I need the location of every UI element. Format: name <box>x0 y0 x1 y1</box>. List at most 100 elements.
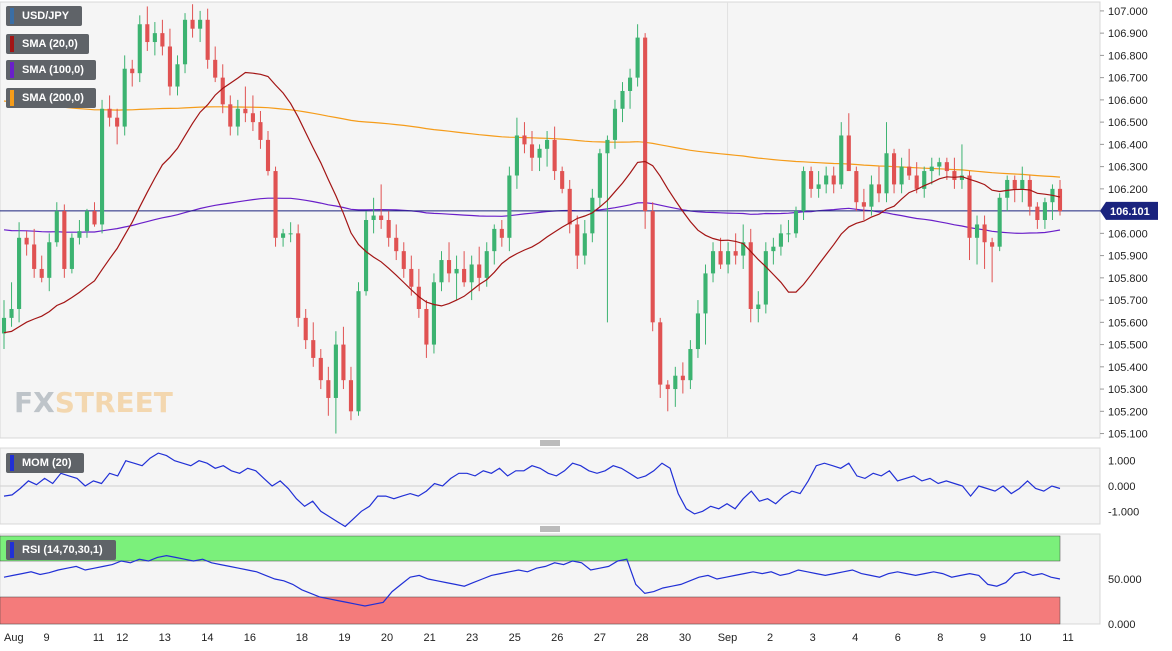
price-tick-label: 106.900 <box>1108 28 1148 40</box>
candle-body <box>499 228 504 238</box>
candle-body <box>213 59 218 78</box>
x-tick-label: 19 <box>338 632 350 644</box>
candle-body <box>718 251 723 265</box>
sma-200-label: SMA (200,0) <box>22 92 84 104</box>
current-price-label: 106.101 <box>1110 206 1150 218</box>
price-tick-label: 105.800 <box>1108 273 1148 285</box>
price-tick-label: 105.600 <box>1108 317 1148 329</box>
candle-body <box>891 153 897 185</box>
sma-200-swatch <box>10 90 14 106</box>
candle-body <box>997 197 1002 247</box>
x-tick-label: 14 <box>201 632 213 644</box>
candle-body <box>665 384 670 390</box>
price-panel <box>0 1 1101 439</box>
candle-body <box>107 108 112 118</box>
candle-body <box>899 166 904 185</box>
candle-body <box>281 233 286 238</box>
candle-body <box>182 19 188 65</box>
candle-body <box>175 64 180 87</box>
candle-body <box>801 171 806 212</box>
candle-body <box>914 175 919 189</box>
watermark-logo: FXSTREET <box>14 386 173 419</box>
candle-body <box>582 233 587 256</box>
candle-body <box>99 108 105 225</box>
candle-body <box>333 344 338 398</box>
candle-body <box>401 251 406 269</box>
candle-body <box>1057 188 1063 212</box>
rsi-overbought-zone <box>0 535 1061 562</box>
candle-body <box>190 19 195 29</box>
mom-tick-label: 1.000 <box>1108 456 1136 468</box>
candle-body <box>763 251 768 305</box>
candle-body <box>786 233 791 235</box>
candle-body <box>145 24 150 43</box>
candle-body <box>741 242 746 256</box>
candle-body <box>726 251 731 265</box>
candle-body <box>929 166 934 172</box>
sma-20-label: SMA (20,0) <box>22 38 78 50</box>
x-tick-label: 8 <box>937 632 943 644</box>
candle-body <box>235 108 240 127</box>
rsi-tick-label: 0.000 <box>1108 619 1136 631</box>
price-tick-label: 105.100 <box>1108 429 1148 441</box>
price-tick-label: 106.800 <box>1108 50 1148 62</box>
candle-body <box>17 237 22 309</box>
candle-body <box>688 349 693 381</box>
candle-body <box>379 215 384 220</box>
candle-body <box>1035 206 1040 220</box>
candle-body <box>771 246 776 252</box>
candle-body <box>545 139 550 149</box>
price-tick-label: 105.300 <box>1108 384 1148 396</box>
candle-body <box>658 322 663 385</box>
sma-100-legend: SMA (100,0) <box>6 60 96 80</box>
x-tick-label: Aug <box>4 632 24 644</box>
rsi-oversold-zone <box>0 596 1061 625</box>
sma-100-swatch <box>10 62 14 78</box>
candle-body <box>122 68 127 127</box>
candle-body <box>974 224 980 238</box>
candle-body <box>431 282 437 345</box>
x-tick-label: 11 <box>93 632 104 644</box>
candle-body <box>959 175 965 180</box>
candle-body <box>152 33 157 43</box>
candle-body <box>567 188 572 225</box>
candle-body <box>416 286 421 309</box>
price-tick-label: 106.000 <box>1108 228 1148 240</box>
candle-body <box>115 117 120 127</box>
candle-body <box>386 220 391 238</box>
candle-body <box>24 237 29 245</box>
candle-body <box>1012 179 1017 189</box>
x-tick-label: 27 <box>594 632 606 644</box>
candle-body <box>424 308 429 345</box>
candle-body <box>439 260 444 283</box>
candle-body <box>356 291 361 412</box>
candle-body <box>477 264 482 278</box>
mom-line <box>3 452 1061 528</box>
candle-body <box>137 24 142 74</box>
candle-body <box>778 233 783 247</box>
candle-body <box>839 135 844 185</box>
candle-body <box>484 251 489 278</box>
candle-body <box>922 171 927 189</box>
candle-body <box>793 211 799 234</box>
candle-body <box>77 231 82 238</box>
candle-body <box>537 148 542 158</box>
candle-body <box>9 308 14 318</box>
candle-body <box>341 344 346 381</box>
price-tick-label: 106.400 <box>1108 139 1148 151</box>
candle-body <box>990 242 995 247</box>
x-tick-label: Sep <box>718 632 738 644</box>
x-tick-label: 4 <box>852 632 858 644</box>
candle-body <box>967 175 972 238</box>
symbol-label: USD/JPY <box>22 10 70 22</box>
price-tick-label: 105.700 <box>1108 295 1148 307</box>
x-tick-label: 9 <box>43 632 49 644</box>
watermark-fx: FX <box>14 386 55 419</box>
candle-body <box>409 268 414 287</box>
candle-body <box>869 184 874 207</box>
candle-body <box>198 19 203 29</box>
candle-body <box>627 77 633 91</box>
candle-body <box>454 268 459 274</box>
candle-body <box>1 317 7 334</box>
sma-100-label: SMA (100,0) <box>22 64 84 76</box>
